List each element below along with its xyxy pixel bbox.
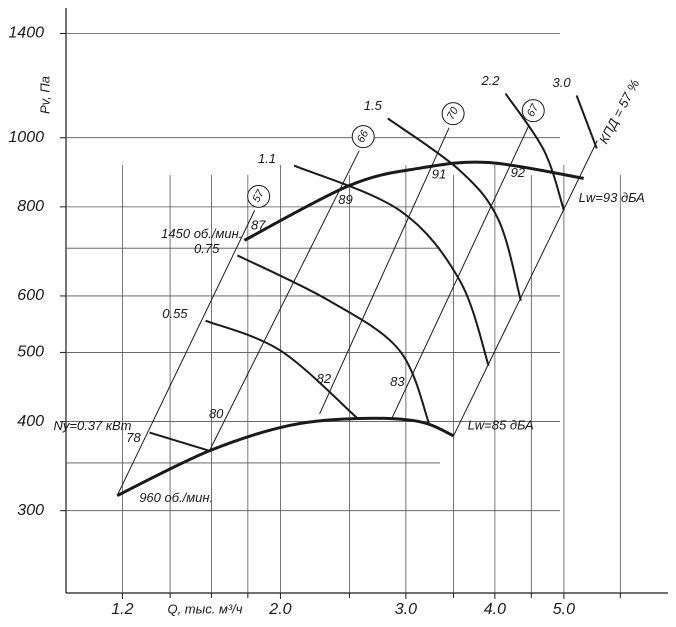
x-tick-label: 1.2 xyxy=(111,601,133,618)
efficiency-line xyxy=(116,210,256,496)
efficiency-circle xyxy=(351,125,375,149)
power-label: 1.1 xyxy=(258,151,276,166)
y-tick-label: 800 xyxy=(17,198,44,215)
y-tick-label: 1000 xyxy=(8,129,44,146)
efficiency-line xyxy=(391,124,530,418)
power-label: Ny=0.37 кВт xyxy=(53,418,131,433)
high-efficiency: 92 xyxy=(511,165,526,180)
efficiency-circle xyxy=(247,184,271,208)
y-tick-label: 300 xyxy=(17,502,44,519)
power-curve xyxy=(149,431,210,452)
x-tick-label: 5.0 xyxy=(553,601,575,618)
y-axis-title: Pv, Па xyxy=(37,76,52,114)
x-tick-label: 2.0 xyxy=(268,601,291,618)
power-curve xyxy=(205,319,358,419)
power-label: 3.0 xyxy=(553,75,572,90)
power-curve xyxy=(575,95,598,149)
power-label: 2.2 xyxy=(480,73,500,88)
noise-label: Lw=93 дБА xyxy=(579,190,645,205)
speed-label: 1450 об./мин. xyxy=(161,226,242,241)
low-efficiency: 80 xyxy=(209,406,224,421)
efficiency-circle xyxy=(521,99,545,123)
power-curve xyxy=(504,93,565,211)
efficiency-line xyxy=(319,127,450,415)
x-axis-title: Q, тыс. м³/ч xyxy=(167,601,242,616)
x-tick-label: 3.0 xyxy=(395,601,417,618)
y-tick-label: 600 xyxy=(17,287,44,304)
efficiency-line xyxy=(209,150,360,452)
power-label: 1.5 xyxy=(364,98,383,113)
speed-label: 960 об./мин. xyxy=(139,490,213,505)
efficiency-circle xyxy=(441,102,465,126)
boundary-line xyxy=(453,140,598,437)
y-tick-label: 1400 xyxy=(8,25,44,42)
y-tick-label: 400 xyxy=(17,413,44,430)
low-efficiency: 83 xyxy=(390,374,405,389)
high-efficiency: 91 xyxy=(432,167,446,182)
low-efficiency: 82 xyxy=(317,371,332,386)
power-label: 0.55 xyxy=(162,306,188,321)
noise-label: Lw=85 дБА xyxy=(468,417,534,432)
speed-curve xyxy=(243,160,584,242)
x-tick-label: 4.0 xyxy=(484,601,506,618)
speed-curve xyxy=(116,416,455,497)
power-curve xyxy=(293,164,490,367)
power-curve xyxy=(387,117,522,301)
power-label: 0.75 xyxy=(194,241,220,256)
efficiency-note: КПД = 57 % xyxy=(596,77,642,146)
power-curve xyxy=(236,254,431,426)
y-tick-label: 500 xyxy=(17,344,44,361)
high-efficiency: 89 xyxy=(338,192,352,207)
low-efficiency: 78 xyxy=(126,430,141,445)
